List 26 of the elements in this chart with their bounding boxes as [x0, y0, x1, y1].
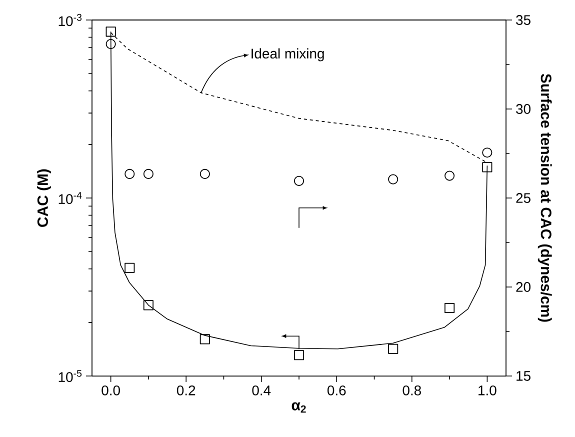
y2-tick-label: 25 — [516, 193, 530, 203]
point — [124, 262, 135, 273]
y2-tick-label: 20 — [516, 282, 530, 292]
point — [294, 350, 304, 360]
y2-tick-label: 35 — [516, 15, 530, 25]
x-tick-label: 0.6 — [327, 385, 346, 396]
y2-axis-title: Surface tension at CAC (dynes/cm) — [538, 74, 552, 322]
y-tick-label: 10$^{-5}$ — [58, 370, 82, 382]
y-tick-label: 10$^{-3}$ — [58, 14, 82, 26]
y-axis-title: CAC (M) — [37, 169, 51, 227]
legend-label: Ideal mixing — [252, 48, 324, 62]
x-tick-label: 0.0 — [102, 385, 120, 396]
y2-tick-label: 30 — [516, 104, 530, 114]
x-tick-label: 1.0 — [478, 385, 496, 396]
point — [388, 344, 398, 354]
x-axis-title: α$_{2}$ — [292, 402, 306, 413]
x-tick-label: 0.4 — [252, 385, 271, 396]
x-tick-label: 0.8 — [402, 385, 422, 396]
point — [200, 334, 210, 344]
point — [106, 26, 116, 37]
point — [444, 302, 455, 314]
point — [482, 162, 492, 172]
y2-tick-label: 15 — [516, 371, 530, 381]
x-tick-label: 0.2 — [176, 385, 196, 396]
point — [143, 300, 154, 310]
y-tick-label: 10$^{-4}$ — [58, 192, 82, 204]
